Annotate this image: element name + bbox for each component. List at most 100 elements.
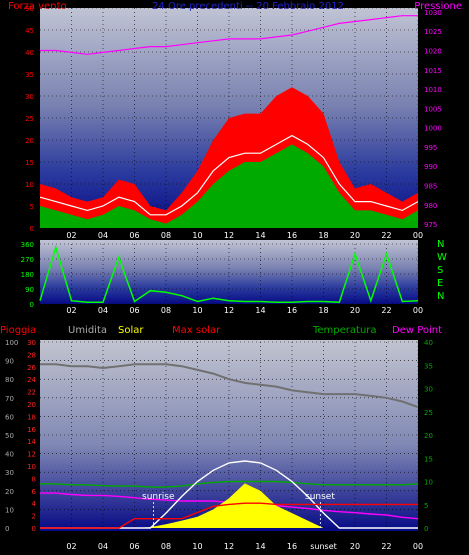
y-tick-label: 270 [21,256,34,264]
y-humidity-label: 70 [5,395,14,403]
direction-label: E [437,278,443,289]
series-solar-area [40,483,418,528]
x-tick-label: 12 [224,542,234,551]
y-humidity-label: 50 [5,432,14,440]
y-rain-label: 12 [27,451,36,459]
y-humidity-label: 20 [5,488,14,496]
sunset-label: sunset [305,492,335,502]
y-right-tick-label: 975 [424,221,437,229]
y-tick-label: 10 [25,181,34,189]
x-tick-label: 06 [129,542,139,551]
y-rain-label: 30 [27,339,36,347]
title-pressure: Pressione [414,1,462,12]
series-pioggia [40,502,418,529]
y-right-tick-label: 35 [424,362,433,370]
y-rain-label: 2 [32,513,36,521]
y-right-tick-label: 1015 [424,67,442,75]
x-tick-label: 02 [66,542,76,551]
y-right-tick-label: 1010 [424,86,442,94]
x-tick-label: 12 [224,231,234,240]
legend-bottom: Pioggia Umidita Solar Max solar Temperatura D… [0,325,442,336]
legend-item: Dew Point [392,325,442,336]
x-tick-label: 00 [413,542,423,551]
x-tick-label: 04 [98,542,108,551]
series-pressione [40,15,418,55]
x-tick-label: 20 [350,542,360,551]
x-tick-label: 10 [192,306,202,315]
x-tick-label: 14 [255,306,265,315]
y-rain-label: 20 [27,401,36,409]
x-tick-label: 16 [287,231,297,240]
y-right-tick-label: 0 [424,525,428,533]
y-tick-label: 25 [25,115,34,123]
direction-label: N [437,291,444,302]
legend-item: Solar [118,325,144,336]
y-tick-label: 5 [30,203,34,211]
x-tick-label: 04 [98,231,108,240]
y-humidity-label: 90 [5,358,14,366]
y-tick-label: 20 [25,137,34,145]
x-tick-label: 22 [381,542,391,551]
y-right-tick-label: 980 [424,202,437,210]
y-humidity-label: 80 [5,376,14,384]
x-tick-label: 22 [381,231,391,240]
y-tick-label: 0 [30,301,34,309]
y-rain-label: 6 [32,488,37,496]
x-tick-label: 08 [161,306,171,315]
tick-labels: 0510152025303540455097598098599099510001… [5,5,447,551]
x-tick-label: 16 [287,542,297,551]
x-tick-label: 10 [192,231,202,240]
y-rain-label: 14 [27,438,36,446]
legend-item: Umidita [68,325,107,336]
series-temperatura [40,480,419,488]
series-wind-avg-smooth [39,134,419,216]
y-right-tick-label: 995 [424,144,437,152]
y-tick-label: 35 [25,71,34,79]
y-right-tick-label: 1000 [424,125,442,133]
x-tick-label: 06 [129,231,139,240]
y-right-tick-label: 15 [424,455,433,463]
x-tick-label: 06 [129,306,139,315]
y-tick-label: 40 [25,49,34,57]
x-tick-label: 20 [350,306,360,315]
y-right-tick-label: 1025 [424,28,442,36]
y-rain-label: 28 [27,351,36,359]
chart-marks [39,15,419,529]
direction-label: S [437,265,443,276]
legend-item: Pioggia [0,325,36,336]
x-tick-label: 20 [350,231,360,240]
x-tick-label: 08 [161,231,171,240]
y-humidity-label: 30 [5,469,14,477]
y-humidity-label: 60 [5,413,14,421]
x-tick-label: 18 [318,231,328,240]
direction-label: W [437,252,447,263]
y-rain-label: 22 [27,389,36,397]
y-rain-label: 10 [27,463,36,471]
x-tick-label: 04 [98,306,108,315]
y-rain-label: 18 [27,413,36,421]
x-tick-label: 08 [161,542,171,551]
y-right-tick-label: 990 [424,163,437,171]
gridlines [40,7,419,529]
y-tick-label: 180 [21,271,34,279]
x-tick-label: sunset [310,542,337,551]
x-tick-label: 10 [192,542,202,551]
y-rain-label: 16 [27,426,36,434]
y-right-tick-label: 20 [424,432,433,440]
series-umidita [40,363,419,409]
y-tick-label: 30 [25,93,34,101]
series-wind-avg-area [40,144,418,228]
y-right-tick-label: 25 [424,409,433,417]
y-humidity-label: 100 [5,339,18,347]
y-right-tick-label: 40 [424,339,433,347]
direction-label: N [437,239,444,250]
y-tick-label: 360 [21,241,34,249]
y-rain-label: 0 [32,525,36,533]
y-right-tick-label: 10 [424,479,433,487]
y-right-tick-label: 30 [424,386,433,394]
x-tick-label: 00 [413,306,423,315]
y-tick-label: 50 [25,5,34,13]
x-tick-label: 16 [287,306,297,315]
x-tick-label: 14 [255,542,265,551]
